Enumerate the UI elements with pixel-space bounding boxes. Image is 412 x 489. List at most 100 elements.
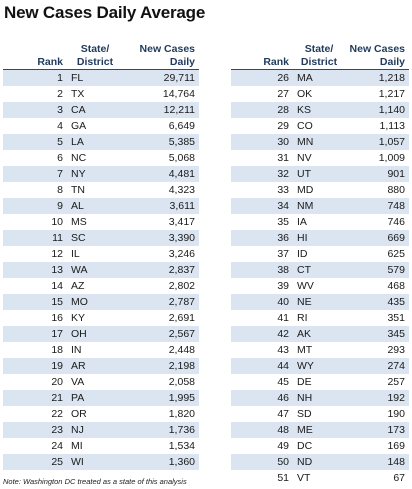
state-cell: IL (71, 248, 80, 260)
table-row: 36 HI 669 (231, 230, 409, 246)
state-cell: MS (71, 216, 87, 228)
state-cell: MD (297, 184, 314, 196)
state-cell: ID (297, 248, 308, 260)
rank-cell: 40 (231, 294, 293, 310)
cases-cell: 148 (345, 454, 409, 470)
table-row: 3 CA 12,211 (3, 102, 199, 118)
table-row: 16 KY 2,691 (3, 310, 199, 326)
cases-cell: 435 (345, 294, 409, 310)
cases-cell: 579 (345, 262, 409, 278)
state-cell: NJ (67, 422, 123, 438)
rank-cell: 9 (3, 198, 67, 214)
cases-cell: 746 (387, 216, 405, 228)
state-cell: OH (67, 326, 123, 342)
state-cell: AK (293, 326, 345, 342)
state-header: State/District (67, 41, 123, 70)
cases-cell: 2,198 (123, 358, 199, 374)
table-row: 44 WY 274 (231, 358, 409, 374)
rank-cell: 26 (231, 69, 293, 86)
state-cell: SC (67, 230, 123, 246)
rank-cell: 24 (51, 440, 63, 452)
state-cell: NH (293, 390, 345, 406)
rank-cell: 42 (231, 326, 293, 342)
rank-cell: 38 (231, 262, 293, 278)
table-row: 40 NE 435 (231, 294, 409, 310)
state-cell: GA (71, 120, 87, 132)
table-row: 45 DE 257 (231, 374, 409, 390)
rank-cell: 46 (231, 390, 293, 406)
cases-cell: 351 (387, 312, 405, 324)
table-row: 7 NY 4,481 (3, 166, 199, 182)
cases-cell: 4,323 (168, 184, 195, 196)
rank-cell: 51 (277, 472, 289, 484)
table-row: 11 SC 3,390 (3, 230, 199, 246)
rank-cell: 32 (231, 166, 293, 182)
rank-cell: 15 (3, 294, 67, 310)
cases-cell: 3,417 (168, 216, 195, 228)
table-header-row: Rank State/District New Cases Daily (231, 41, 409, 70)
rank-cell: 21 (3, 390, 67, 406)
rank-cell: 33 (277, 184, 289, 196)
table-row: 6 NC 5,068 (3, 150, 199, 166)
table-row: 1 FL 29,711 (3, 69, 199, 86)
cases-cell: 29,711 (123, 69, 199, 86)
table-body: 26 MA 1,218 27 OK 1,217 28 KS 1,140 29 CO 1,113 30 MN… (231, 69, 409, 487)
cases-cell: 1,995 (123, 390, 199, 406)
state-cell: FL (67, 69, 123, 86)
rank-cell: 44 (231, 358, 293, 374)
footnote: Note: Washington DC treated as a state o… (3, 477, 187, 486)
state-cell: MN (293, 134, 345, 150)
rank-cell: 17 (3, 326, 67, 342)
cases-cell: 274 (345, 358, 409, 374)
cases-cell: 2,691 (168, 312, 195, 324)
table-row: 15 MO 2,787 (3, 294, 199, 310)
cases-cell: 2,567 (123, 326, 199, 342)
state-cell: MA (293, 69, 345, 86)
rank-cell: 27 (277, 88, 289, 100)
table-row: 43 MT 293 (231, 342, 409, 358)
rank-cell: 8 (57, 184, 63, 196)
rank-cell: 50 (231, 454, 293, 470)
table-header-row: Rank State/District New Cases Daily (3, 41, 199, 70)
state-cell: ME (293, 422, 345, 438)
cases-cell: 1,820 (168, 408, 195, 420)
table-row: 32 UT 901 (231, 166, 409, 182)
state-cell: HI (293, 230, 345, 246)
table-body: 1 FL 29,711 2 TX 14,764 3 CA 12,211 4 GA 6,649 5 LA 5,… (3, 69, 199, 470)
rank-cell: 25 (3, 454, 67, 470)
table-row: 25 WI 1,360 (3, 454, 199, 470)
state-cell: VT (297, 472, 311, 484)
table-row: 41 RI 351 (231, 310, 409, 326)
table-row: 8 TN 4,323 (3, 182, 199, 198)
rank-cell: 30 (231, 134, 293, 150)
table-row: 4 GA 6,649 (3, 118, 199, 134)
rank-cell: 6 (57, 152, 63, 164)
table-row: 37 ID 625 (231, 246, 409, 262)
cases-cell: 12,211 (123, 102, 199, 118)
table-row: 13 WA 2,837 (3, 262, 199, 278)
state-cell: TN (71, 184, 85, 196)
rank-cell: 29 (277, 120, 289, 132)
state-cell: RI (297, 312, 308, 324)
rank-cell: 22 (51, 408, 63, 420)
rank-cell: 5 (3, 134, 67, 150)
table-row: 51 VT 67 (231, 470, 409, 486)
table-row: 49 DC 169 (231, 438, 409, 454)
rank-cell: 39 (277, 280, 289, 292)
rank-cell: 20 (51, 376, 63, 388)
state-cell: AR (67, 358, 123, 374)
table-row: 22 OR 1,820 (3, 406, 199, 422)
state-cell: OK (297, 88, 313, 100)
state-cell: KS (293, 102, 345, 118)
cases-cell: 5,385 (123, 134, 199, 150)
rank-header: Rank (231, 41, 293, 70)
cases-cell: 1,009 (378, 152, 405, 164)
cases-cell: 1,140 (345, 102, 409, 118)
page-title: New Cases Daily Average (4, 3, 206, 22)
cases-cell: 625 (387, 248, 405, 260)
state-cell: UT (293, 166, 345, 182)
cases-cell: 748 (345, 198, 409, 214)
rank-cell: 31 (277, 152, 289, 164)
state-cell: WI (67, 454, 123, 470)
cases-cell: 2,787 (123, 294, 199, 310)
